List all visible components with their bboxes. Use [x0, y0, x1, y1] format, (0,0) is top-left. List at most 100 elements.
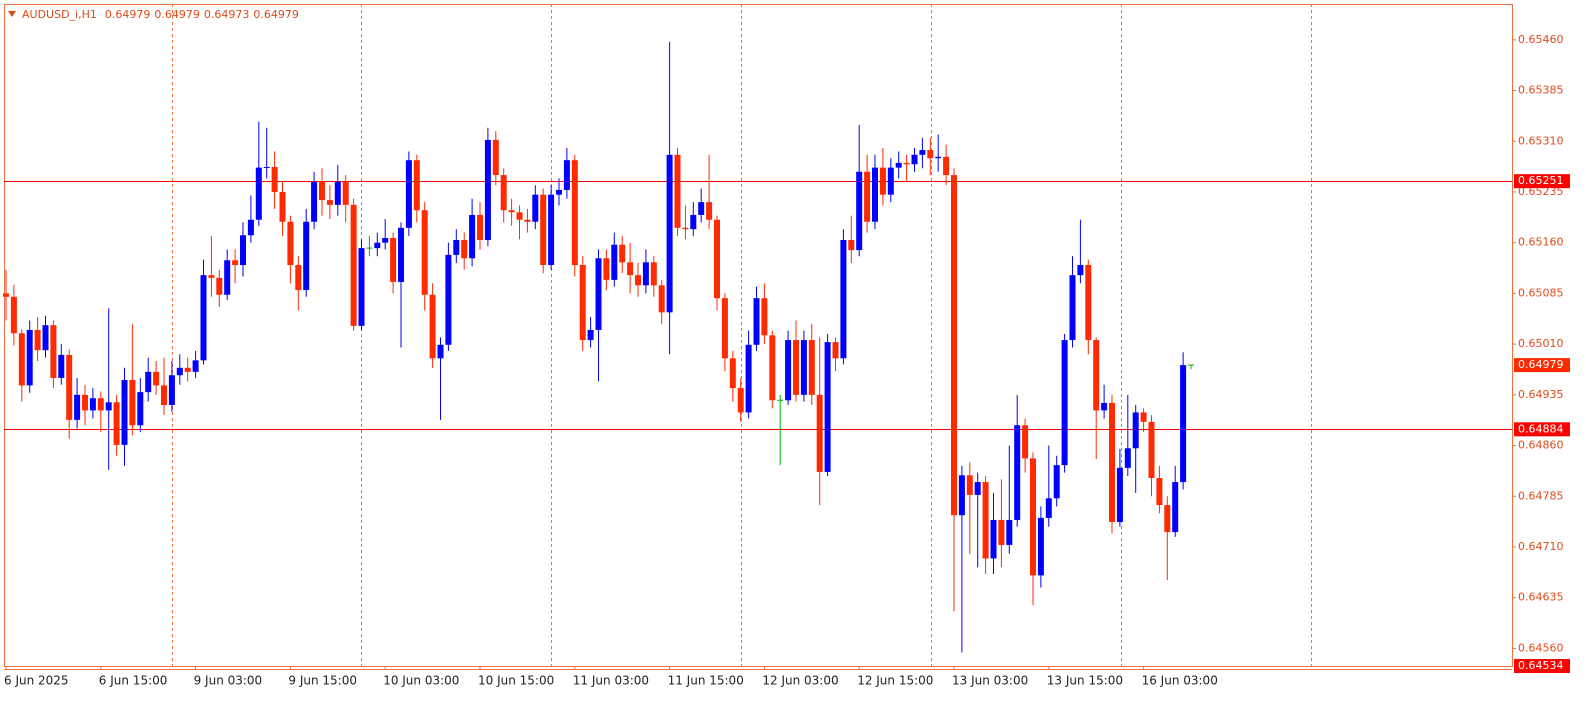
candle-body	[753, 298, 760, 345]
candle-body	[627, 262, 634, 276]
candle-body	[161, 385, 167, 405]
candle-body	[1053, 465, 1060, 499]
candle-body	[26, 329, 33, 386]
candle-body	[832, 342, 839, 359]
candle-body	[247, 219, 254, 236]
x-tick-label: 10 Jun 03:00	[383, 674, 459, 688]
y-tick-label: 0.65460	[1518, 33, 1564, 46]
candle-body	[10, 296, 17, 334]
candle-body	[1069, 275, 1076, 341]
candle-body	[74, 394, 81, 420]
candle-body	[745, 344, 752, 413]
candle-body	[429, 294, 436, 359]
candle-body	[895, 162, 902, 168]
candle-body	[1140, 412, 1147, 422]
candle-body	[319, 181, 325, 201]
x-tick-label: 13 Jun 03:00	[952, 674, 1028, 688]
candle-body	[492, 139, 499, 176]
candle-body	[374, 242, 381, 249]
candle-body	[3, 293, 9, 297]
candle-body	[587, 329, 594, 341]
x-tick-label: 10 Jun 15:00	[478, 674, 554, 688]
candle-body	[263, 166, 270, 168]
candle-body	[642, 262, 649, 286]
candle-body	[1164, 505, 1171, 533]
candle-body	[200, 275, 207, 361]
candle-body	[919, 150, 926, 155]
symbol: AUDUSD_i,H1	[22, 8, 97, 21]
candle-body	[500, 175, 507, 211]
candle-body	[563, 160, 570, 190]
candle-body	[66, 354, 73, 420]
candle-body	[311, 181, 318, 222]
candle-body	[816, 394, 823, 472]
candle-body	[461, 239, 468, 259]
candle-body	[1045, 498, 1052, 518]
candle-body	[974, 482, 981, 495]
candle-body	[1148, 421, 1155, 479]
candle-body	[453, 239, 460, 255]
candle-body	[571, 160, 578, 266]
x-tick-label: 9 Jun 15:00	[288, 674, 357, 688]
candle-body	[105, 402, 112, 411]
price-box	[1514, 358, 1570, 373]
x-tick-label: 6 Jun 15:00	[99, 674, 168, 688]
candle-body	[508, 210, 515, 213]
candle-body	[927, 150, 934, 159]
candle-body	[800, 340, 807, 395]
candle-body	[34, 329, 41, 351]
x-tick-label: 11 Jun 03:00	[573, 674, 649, 688]
candle-body	[674, 154, 681, 228]
candle-body	[635, 275, 641, 286]
candle-body	[89, 398, 96, 411]
candle-body	[255, 167, 262, 220]
candle-body	[445, 254, 452, 345]
candle-body	[326, 200, 333, 205]
y-tick-label: 0.64785	[1518, 489, 1564, 502]
candle-body	[737, 388, 744, 413]
price-box-label: 0.65251	[1518, 174, 1564, 187]
candle-body	[1156, 478, 1163, 506]
candle-body	[469, 214, 476, 259]
candle-body	[785, 340, 792, 401]
candle-body	[793, 340, 799, 395]
candle-body	[176, 367, 183, 376]
candle-body	[1077, 265, 1084, 276]
candle-body	[113, 402, 120, 445]
candle-body	[864, 171, 871, 222]
candle-body	[579, 265, 586, 341]
low-value: 0.64973	[204, 8, 250, 21]
candle-body	[1093, 340, 1100, 411]
price-box	[1514, 659, 1570, 673]
candle-body	[1116, 467, 1123, 522]
candle-body	[990, 519, 997, 559]
x-tick-label: 12 Jun 15:00	[857, 674, 933, 688]
candle-body	[682, 227, 689, 230]
candle-body	[137, 392, 144, 426]
candle-body	[279, 191, 286, 222]
price-box-label: 0.64534	[1518, 659, 1564, 672]
candle-body	[516, 212, 523, 220]
candle-body	[951, 175, 957, 516]
candle-body	[216, 277, 223, 295]
candle-body	[911, 154, 918, 165]
y-tick-label: 0.64710	[1518, 540, 1564, 553]
y-tick-label: 0.65310	[1518, 134, 1564, 147]
y-tick-label: 0.64560	[1518, 641, 1564, 654]
candle-body	[935, 156, 942, 159]
candle-body	[350, 204, 357, 326]
candle-body	[1101, 402, 1108, 411]
candle-body	[358, 248, 365, 326]
candle-body	[903, 162, 910, 165]
candle-body	[982, 482, 989, 559]
header: AUDUSD_i,H1 0.64979 0.64979 0.64973 0.64979	[22, 8, 299, 21]
candle-body	[540, 194, 547, 266]
candle-body	[192, 360, 199, 372]
close-value: 0.64979	[253, 8, 299, 21]
candle-body	[698, 202, 705, 215]
candle-body	[1014, 425, 1021, 520]
candle-body	[848, 239, 855, 251]
candle-body	[603, 258, 610, 280]
header-arrow	[8, 11, 16, 17]
